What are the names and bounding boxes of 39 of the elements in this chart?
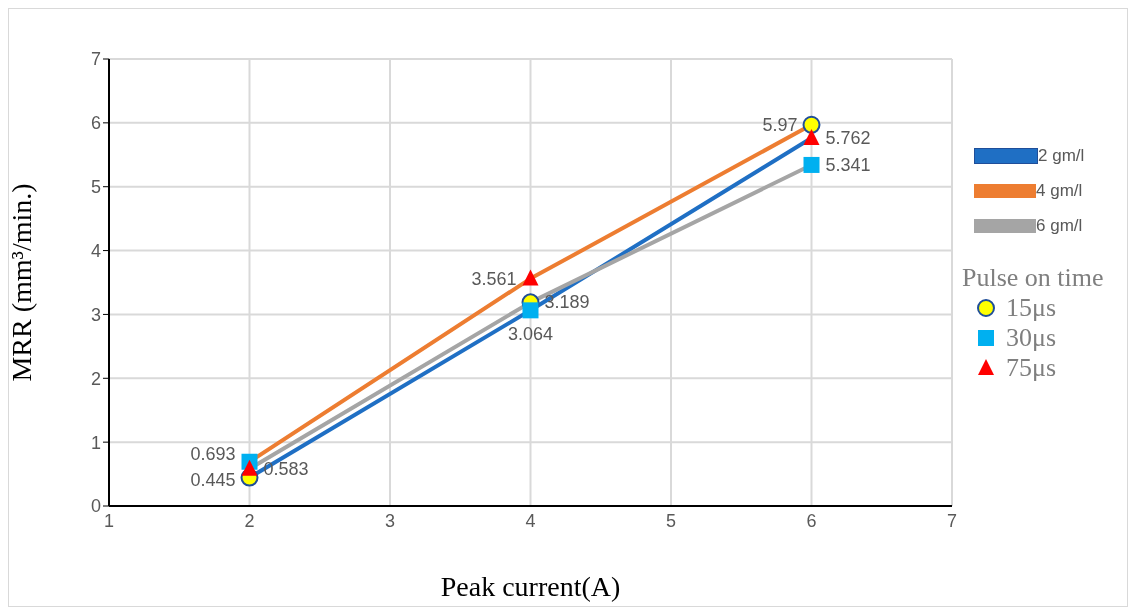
point <box>241 459 258 476</box>
y-tick-label: 7 <box>90 49 101 70</box>
x-tick-label: 4 <box>525 510 536 531</box>
data-label: 3.189 <box>544 292 590 313</box>
y-tick-label: 2 <box>90 368 101 389</box>
y-tick-label: 3 <box>90 304 101 325</box>
x-tick-label: 1 <box>103 510 115 531</box>
data-label: 3.561 <box>471 268 517 289</box>
legend-label: 30μs <box>1006 323 1057 353</box>
legend-label: 2 gm/l <box>1038 146 1085 166</box>
y-tick-label: 0 <box>90 496 101 517</box>
data-label: 0.693 <box>190 443 236 464</box>
y-tick-label: 5 <box>90 177 101 198</box>
x-tick-label: 6 <box>806 510 817 531</box>
y-tick-label: 6 <box>90 113 101 134</box>
x-tick-label: 2 <box>244 510 255 531</box>
legend-label: 6 gm/l <box>1036 216 1083 236</box>
point <box>802 115 821 134</box>
x-tick-label: 7 <box>946 510 958 531</box>
legend-label: 4 gm/l <box>1036 181 1083 201</box>
data-label: 5.762 <box>825 128 871 149</box>
point <box>803 129 820 146</box>
data-label: 3.064 <box>507 324 554 345</box>
y-axis-title: MRR (mm³/min.) <box>6 183 37 382</box>
data-label: 5.97 <box>762 114 798 135</box>
y-tick-label: 4 <box>90 240 101 261</box>
data-label: 0.583 <box>263 458 309 479</box>
x-axis-title: Peak current(A) <box>440 571 621 602</box>
point <box>522 302 539 319</box>
y-tick-label: 1 <box>90 432 101 453</box>
x-tick-label: 5 <box>665 510 677 531</box>
point <box>803 156 820 173</box>
point <box>522 269 539 286</box>
data-label: 0.445 <box>190 469 236 490</box>
legend-label: 15μs <box>1006 293 1057 323</box>
data-label: 5.341 <box>825 154 871 175</box>
x-tick-label: 3 <box>384 510 396 531</box>
legend-title: Pulse on time <box>962 263 1104 293</box>
legend-label: 75μs <box>1006 353 1057 383</box>
